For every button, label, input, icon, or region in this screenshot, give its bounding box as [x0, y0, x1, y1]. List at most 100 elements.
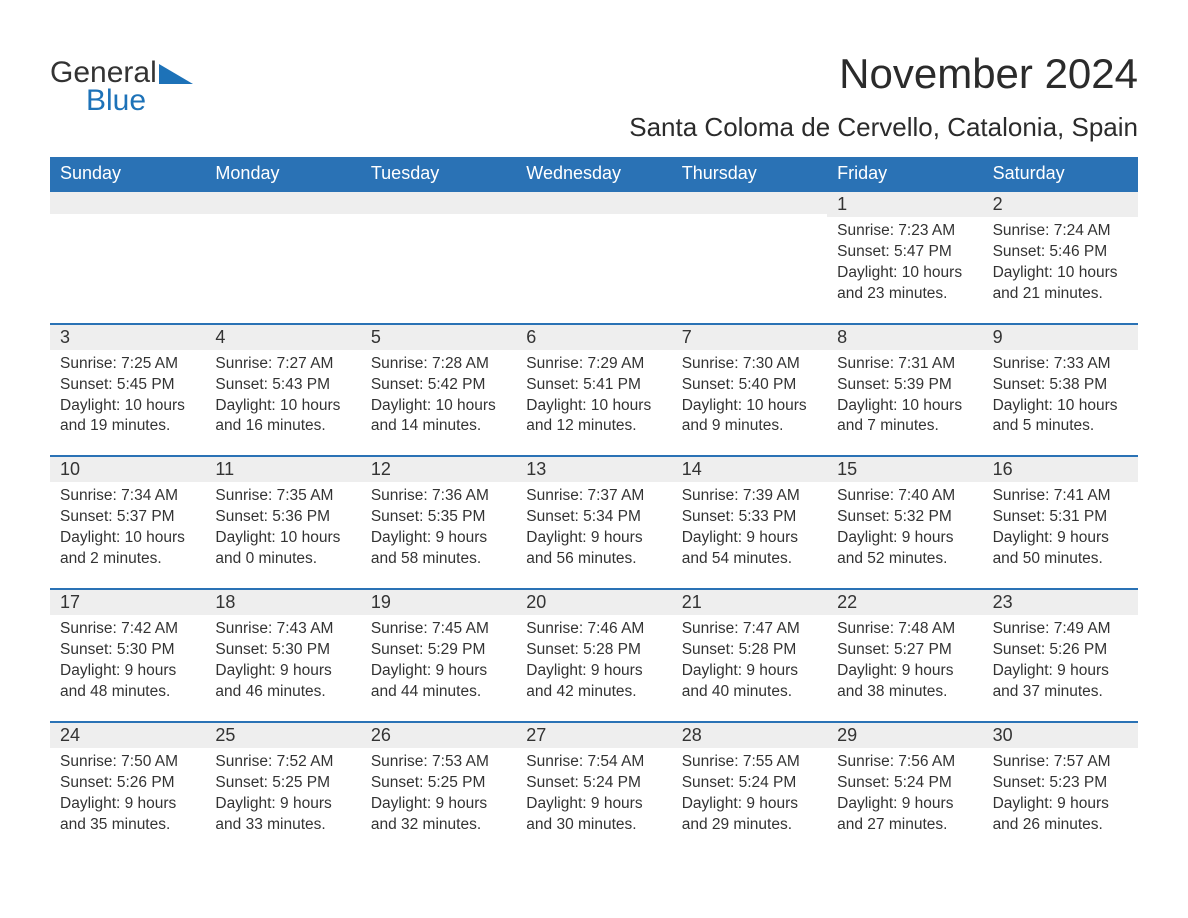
daylight-line1: Daylight: 9 hours: [993, 794, 1128, 815]
daylight-line1: Daylight: 9 hours: [526, 794, 661, 815]
calendar-cell: 8Sunrise: 7:31 AMSunset: 5:39 PMDaylight…: [827, 323, 982, 456]
daylight-line2: and 23 minutes.: [837, 284, 972, 305]
day-content: Sunrise: 7:55 AMSunset: 5:24 PMDaylight:…: [672, 748, 827, 836]
day-content: Sunrise: 7:25 AMSunset: 5:45 PMDaylight:…: [50, 350, 205, 438]
day-number: 19: [361, 590, 516, 615]
sunrise-text: Sunrise: 7:23 AM: [837, 221, 972, 242]
empty-cell: [672, 190, 827, 214]
calendar-header-row: Sunday Monday Tuesday Wednesday Thursday…: [50, 157, 1138, 190]
calendar-cell: 25Sunrise: 7:52 AMSunset: 5:25 PMDayligh…: [205, 721, 360, 854]
dow-monday: Monday: [205, 157, 360, 190]
calendar-cell: 10Sunrise: 7:34 AMSunset: 5:37 PMDayligh…: [50, 455, 205, 588]
sunset-text: Sunset: 5:30 PM: [60, 640, 195, 661]
sunset-text: Sunset: 5:41 PM: [526, 375, 661, 396]
sunrise-text: Sunrise: 7:35 AM: [215, 486, 350, 507]
dow-tuesday: Tuesday: [361, 157, 516, 190]
sunrise-text: Sunrise: 7:50 AM: [60, 752, 195, 773]
sunrise-text: Sunrise: 7:48 AM: [837, 619, 972, 640]
dow-saturday: Saturday: [983, 157, 1138, 190]
daylight-line2: and 54 minutes.: [682, 549, 817, 570]
sunrise-text: Sunrise: 7:53 AM: [371, 752, 506, 773]
daylight-line1: Daylight: 9 hours: [371, 661, 506, 682]
day-content: Sunrise: 7:41 AMSunset: 5:31 PMDaylight:…: [983, 482, 1138, 570]
daylight-line1: Daylight: 9 hours: [837, 794, 972, 815]
calendar: Sunday Monday Tuesday Wednesday Thursday…: [50, 157, 1138, 853]
sunrise-text: Sunrise: 7:47 AM: [682, 619, 817, 640]
daylight-line2: and 2 minutes.: [60, 549, 195, 570]
calendar-cell: 11Sunrise: 7:35 AMSunset: 5:36 PMDayligh…: [205, 455, 360, 588]
daylight-line1: Daylight: 9 hours: [215, 794, 350, 815]
day-number: 9: [983, 325, 1138, 350]
daylight-line2: and 33 minutes.: [215, 815, 350, 836]
sunrise-text: Sunrise: 7:27 AM: [215, 354, 350, 375]
sunset-text: Sunset: 5:26 PM: [60, 773, 195, 794]
daylight-line1: Daylight: 9 hours: [526, 528, 661, 549]
daylight-line2: and 46 minutes.: [215, 682, 350, 703]
logo-triangle-icon: [159, 60, 193, 90]
daylight-line1: Daylight: 9 hours: [837, 661, 972, 682]
day-number: 23: [983, 590, 1138, 615]
daylight-line2: and 38 minutes.: [837, 682, 972, 703]
day-number: 8: [827, 325, 982, 350]
day-number: 24: [50, 723, 205, 748]
calendar-cell: 17Sunrise: 7:42 AMSunset: 5:30 PMDayligh…: [50, 588, 205, 721]
day-number: 20: [516, 590, 671, 615]
calendar-cell: 12Sunrise: 7:36 AMSunset: 5:35 PMDayligh…: [361, 455, 516, 588]
daylight-line2: and 12 minutes.: [526, 416, 661, 437]
month-title: November 2024: [629, 50, 1138, 98]
day-content: Sunrise: 7:46 AMSunset: 5:28 PMDaylight:…: [516, 615, 671, 703]
day-content: Sunrise: 7:24 AMSunset: 5:46 PMDaylight:…: [983, 217, 1138, 305]
daylight-line2: and 32 minutes.: [371, 815, 506, 836]
day-content: Sunrise: 7:50 AMSunset: 5:26 PMDaylight:…: [50, 748, 205, 836]
day-content: Sunrise: 7:56 AMSunset: 5:24 PMDaylight:…: [827, 748, 982, 836]
sunset-text: Sunset: 5:34 PM: [526, 507, 661, 528]
daylight-line2: and 44 minutes.: [371, 682, 506, 703]
daylight-line2: and 14 minutes.: [371, 416, 506, 437]
day-content: Sunrise: 7:31 AMSunset: 5:39 PMDaylight:…: [827, 350, 982, 438]
header-row: General Blue November 2024 Santa Coloma …: [50, 50, 1138, 151]
empty-cell: [361, 190, 516, 214]
daylight-line2: and 40 minutes.: [682, 682, 817, 703]
daylight-line1: Daylight: 9 hours: [682, 661, 817, 682]
sunrise-text: Sunrise: 7:45 AM: [371, 619, 506, 640]
calendar-cell: 3Sunrise: 7:25 AMSunset: 5:45 PMDaylight…: [50, 323, 205, 456]
sunrise-text: Sunrise: 7:43 AM: [215, 619, 350, 640]
calendar-cell: 29Sunrise: 7:56 AMSunset: 5:24 PMDayligh…: [827, 721, 982, 854]
day-content: Sunrise: 7:47 AMSunset: 5:28 PMDaylight:…: [672, 615, 827, 703]
daylight-line1: Daylight: 10 hours: [682, 396, 817, 417]
sunset-text: Sunset: 5:29 PM: [371, 640, 506, 661]
daylight-line2: and 50 minutes.: [993, 549, 1128, 570]
sunset-text: Sunset: 5:43 PM: [215, 375, 350, 396]
daylight-line1: Daylight: 9 hours: [682, 794, 817, 815]
sunset-text: Sunset: 5:28 PM: [526, 640, 661, 661]
sunset-text: Sunset: 5:35 PM: [371, 507, 506, 528]
sunrise-text: Sunrise: 7:54 AM: [526, 752, 661, 773]
day-number: 15: [827, 457, 982, 482]
daylight-line1: Daylight: 10 hours: [837, 263, 972, 284]
sunset-text: Sunset: 5:38 PM: [993, 375, 1128, 396]
sunset-text: Sunset: 5:32 PM: [837, 507, 972, 528]
sunset-text: Sunset: 5:24 PM: [682, 773, 817, 794]
daylight-line1: Daylight: 9 hours: [371, 794, 506, 815]
daylight-line1: Daylight: 9 hours: [215, 661, 350, 682]
sunset-text: Sunset: 5:24 PM: [526, 773, 661, 794]
empty-cell: [516, 190, 671, 214]
day-number: 26: [361, 723, 516, 748]
day-content: Sunrise: 7:23 AMSunset: 5:47 PMDaylight:…: [827, 217, 982, 305]
day-content: Sunrise: 7:42 AMSunset: 5:30 PMDaylight:…: [50, 615, 205, 703]
daylight-line1: Daylight: 9 hours: [60, 661, 195, 682]
sunset-text: Sunset: 5:25 PM: [371, 773, 506, 794]
day-content: Sunrise: 7:48 AMSunset: 5:27 PMDaylight:…: [827, 615, 982, 703]
empty-cell: [50, 190, 205, 214]
sunset-text: Sunset: 5:42 PM: [371, 375, 506, 396]
day-number: 1: [827, 192, 982, 217]
daylight-line2: and 42 minutes.: [526, 682, 661, 703]
daylight-line1: Daylight: 10 hours: [993, 396, 1128, 417]
sunrise-text: Sunrise: 7:41 AM: [993, 486, 1128, 507]
day-number: 7: [672, 325, 827, 350]
calendar-cell: 27Sunrise: 7:54 AMSunset: 5:24 PMDayligh…: [516, 721, 671, 854]
day-number: 28: [672, 723, 827, 748]
sunset-text: Sunset: 5:30 PM: [215, 640, 350, 661]
calendar-cell: 23Sunrise: 7:49 AMSunset: 5:26 PMDayligh…: [983, 588, 1138, 721]
sunset-text: Sunset: 5:27 PM: [837, 640, 972, 661]
